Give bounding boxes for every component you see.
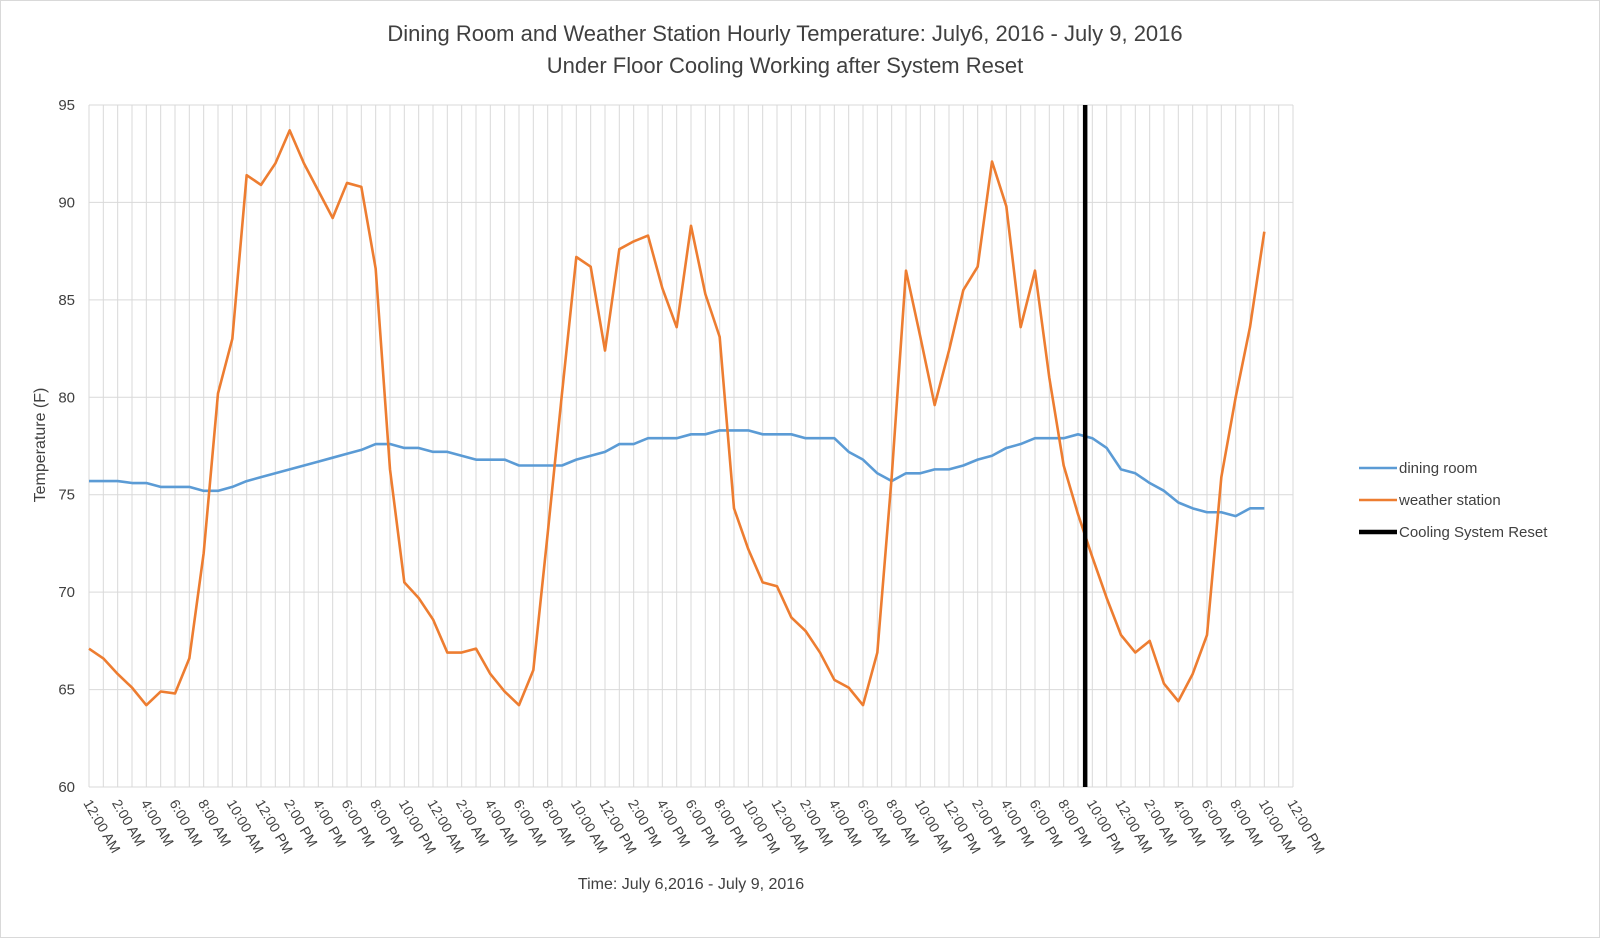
y-axis-label: Temperature (F)	[32, 388, 49, 503]
y-tick-label: 80	[58, 389, 75, 406]
series-line-dining-room	[89, 429, 1265, 518]
series-line-weather-station	[88, 129, 1266, 707]
series-lines	[88, 129, 1266, 707]
y-tick-label: 65	[58, 682, 75, 699]
legend-label: weather station	[1398, 492, 1501, 509]
legend-label: dining room	[1399, 460, 1477, 477]
y-axis: 60 65 70 75 80 85 90 95	[58, 97, 75, 796]
legend-label: Cooling System Reset	[1399, 524, 1548, 541]
y-tick-label: 70	[58, 584, 75, 601]
y-tick-label: 60	[58, 779, 75, 796]
chart-subtitle: Under Floor Cooling Working after System…	[547, 53, 1023, 78]
x-axis-label: Time: July 6,2016 - July 9, 2016	[578, 876, 804, 893]
chart-title: Dining Room and Weather Station Hourly T…	[387, 21, 1182, 46]
y-tick-label: 85	[58, 292, 75, 309]
gridlines	[88, 104, 1294, 788]
x-axis: 12:00 AM2:00 AM4:00 AM6:00 AM8:00 AM10:0…	[80, 797, 1328, 857]
y-tick-label: 95	[58, 97, 75, 114]
legend: dining room weather station Cooling System…	[1359, 460, 1548, 541]
y-tick-label: 90	[58, 194, 75, 211]
y-tick-label: 75	[58, 487, 75, 504]
